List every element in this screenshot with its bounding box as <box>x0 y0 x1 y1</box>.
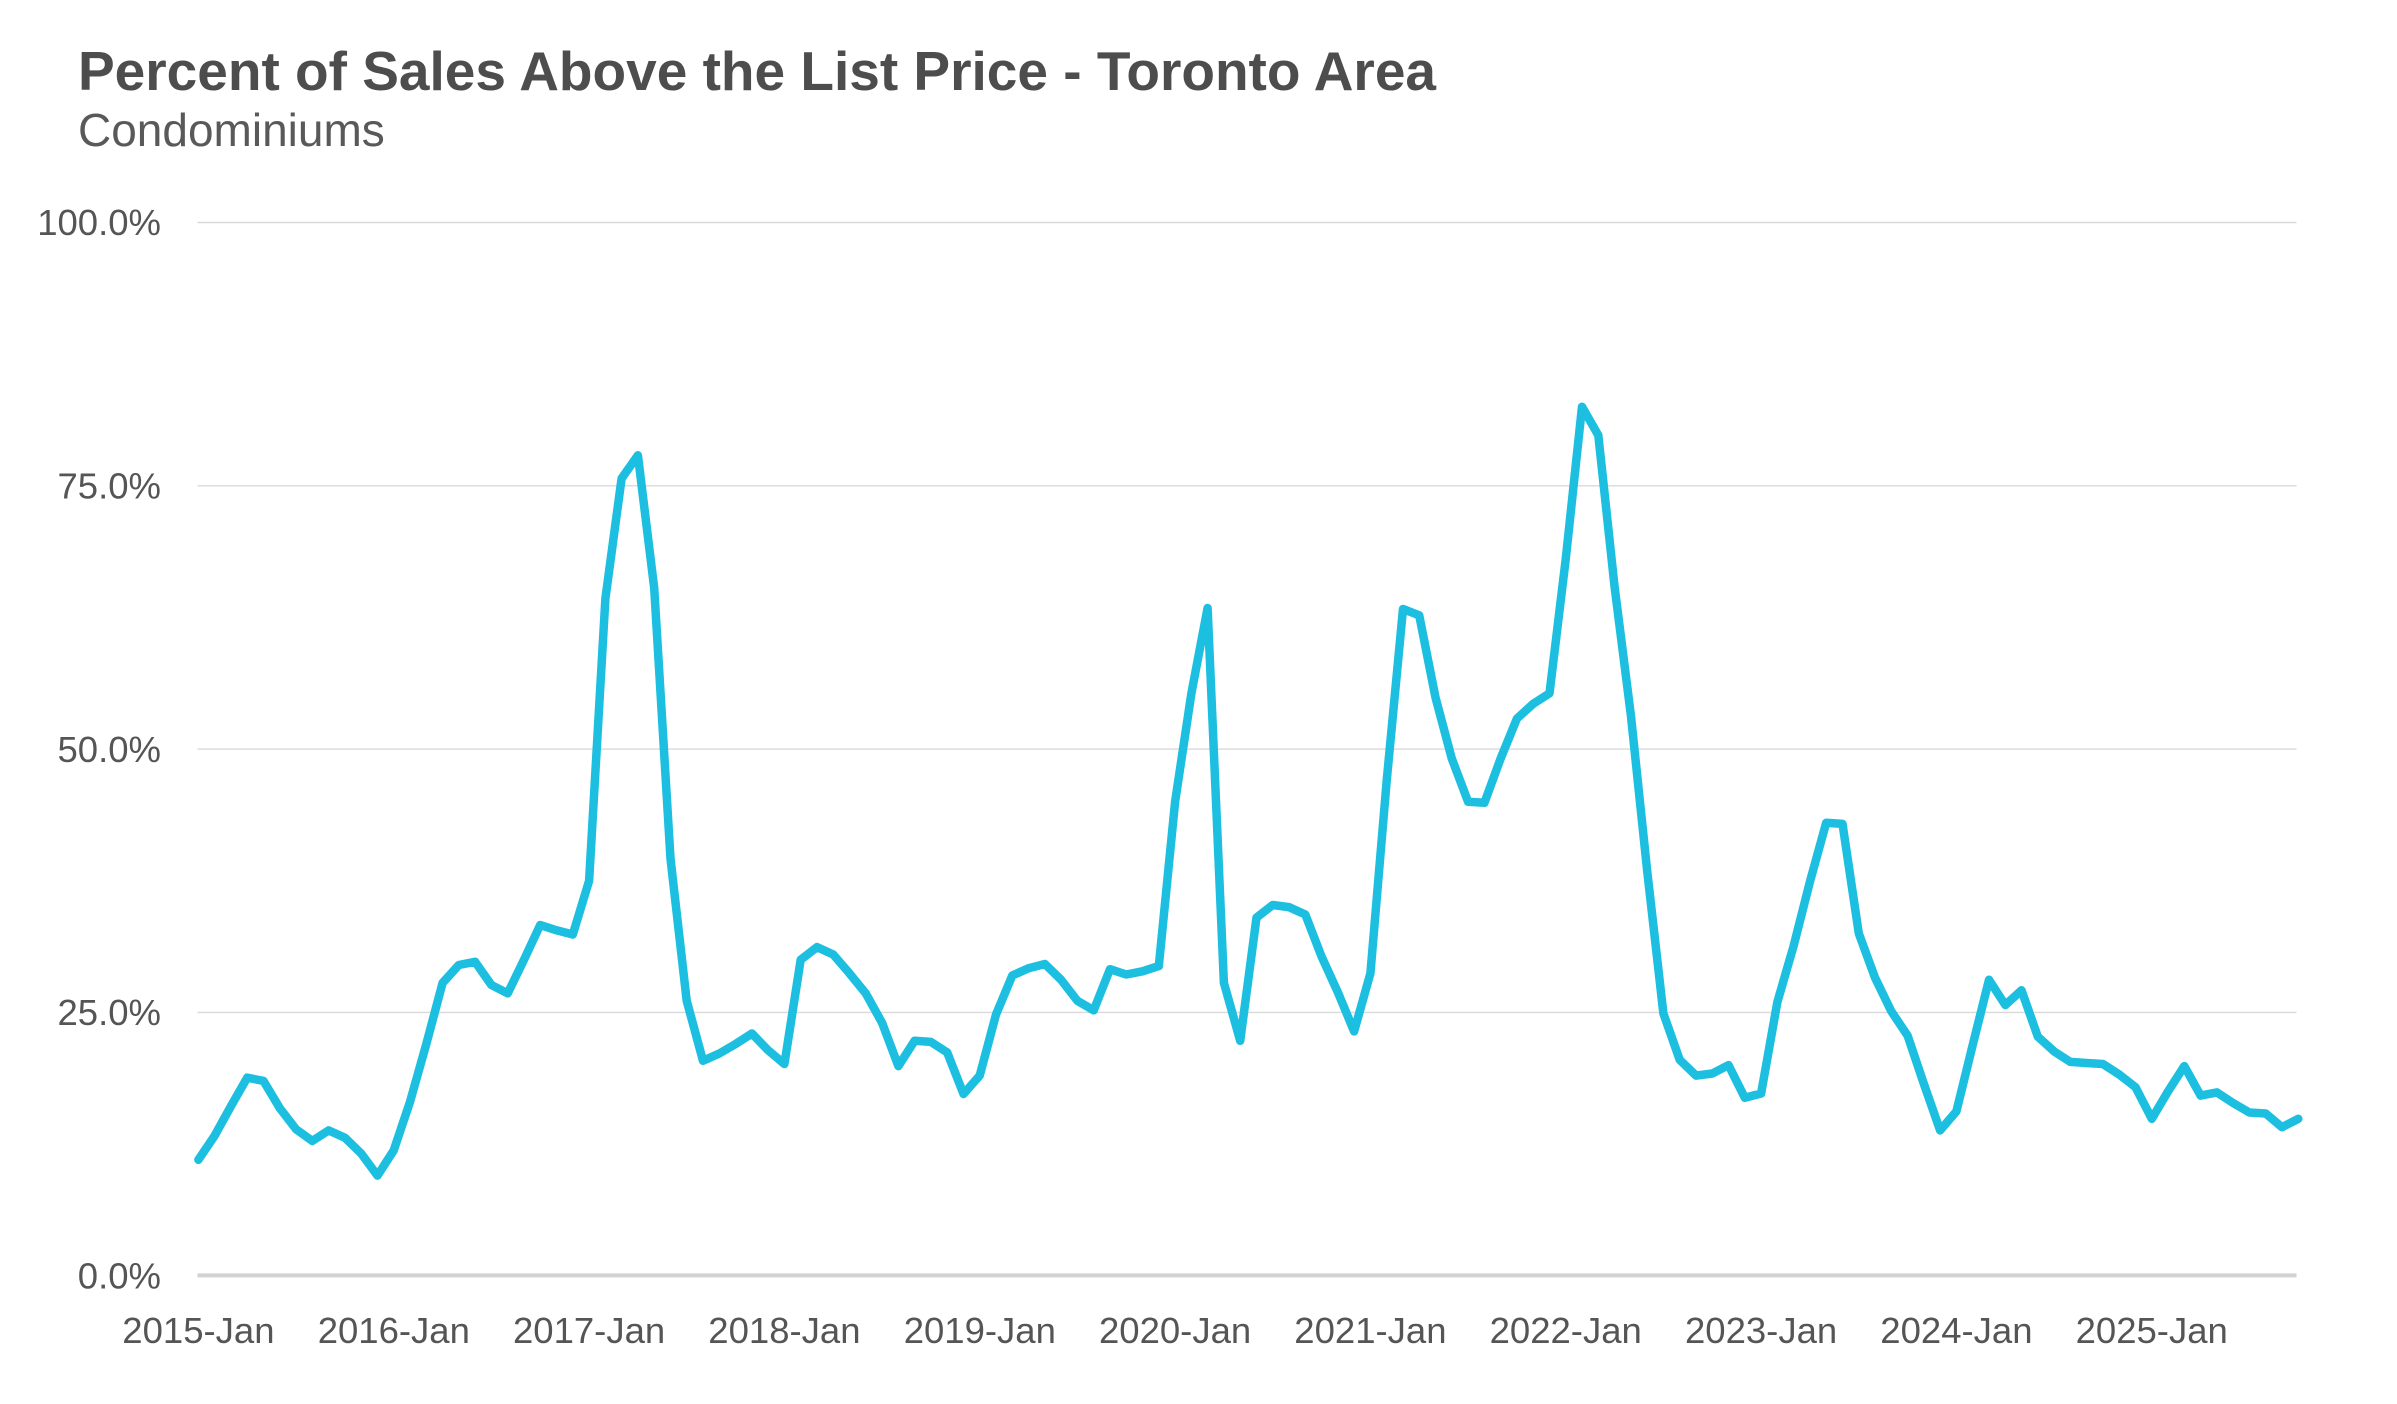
svg-text:2025-Jan: 2025-Jan <box>2076 1310 2228 1351</box>
svg-text:2019-Jan: 2019-Jan <box>904 1310 1056 1351</box>
svg-text:2015-Jan: 2015-Jan <box>122 1310 274 1351</box>
svg-text:2024-Jan: 2024-Jan <box>1880 1310 2032 1351</box>
svg-text:2023-Jan: 2023-Jan <box>1685 1310 1837 1351</box>
svg-text:100.0%: 100.0% <box>37 202 161 243</box>
svg-text:25.0%: 25.0% <box>58 992 162 1033</box>
svg-text:2021-Jan: 2021-Jan <box>1294 1310 1446 1351</box>
svg-text:2022-Jan: 2022-Jan <box>1490 1310 1642 1351</box>
svg-text:Condominiums: Condominiums <box>78 104 385 156</box>
svg-text:75.0%: 75.0% <box>58 466 162 507</box>
svg-text:2020-Jan: 2020-Jan <box>1099 1310 1251 1351</box>
svg-text:50.0%: 50.0% <box>58 729 162 770</box>
svg-text:Percent of Sales Above the Lis: Percent of Sales Above the List Price - … <box>78 40 1436 102</box>
svg-text:2017-Jan: 2017-Jan <box>513 1310 665 1351</box>
svg-text:0.0%: 0.0% <box>78 1255 161 1296</box>
svg-text:2016-Jan: 2016-Jan <box>318 1310 470 1351</box>
svg-text:2018-Jan: 2018-Jan <box>708 1310 860 1351</box>
